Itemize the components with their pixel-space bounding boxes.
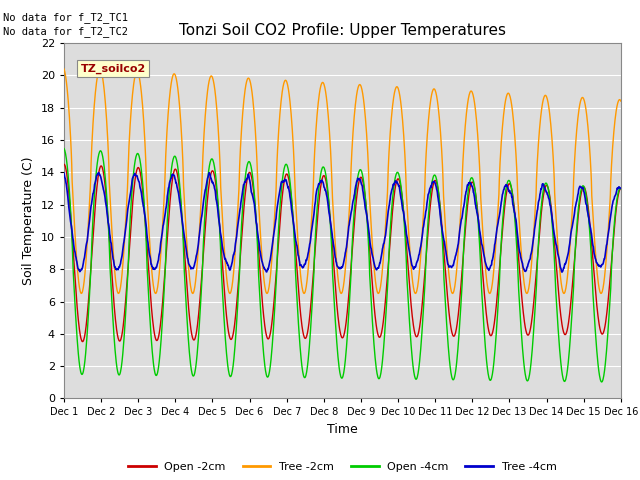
Title: Tonzi Soil CO2 Profile: Upper Temperatures: Tonzi Soil CO2 Profile: Upper Temperatur… bbox=[179, 23, 506, 38]
Text: No data for f_T2_TC1: No data for f_T2_TC1 bbox=[3, 12, 128, 23]
X-axis label: Time: Time bbox=[327, 423, 358, 436]
Y-axis label: Soil Temperature (C): Soil Temperature (C) bbox=[22, 156, 35, 285]
Text: TZ_soilco2: TZ_soilco2 bbox=[81, 64, 146, 74]
Legend: Open -2cm, Tree -2cm, Open -4cm, Tree -4cm: Open -2cm, Tree -2cm, Open -4cm, Tree -4… bbox=[124, 457, 561, 476]
Text: No data for f_T2_TC2: No data for f_T2_TC2 bbox=[3, 26, 128, 37]
